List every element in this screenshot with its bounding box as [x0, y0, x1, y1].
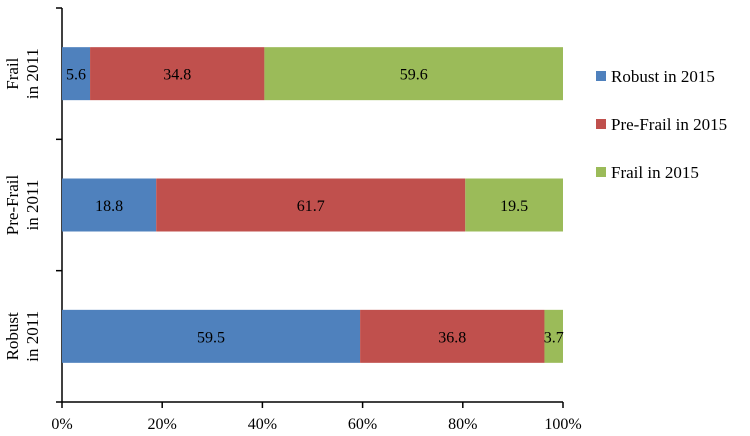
- category-label-line: Frail: [3, 57, 22, 89]
- data-label: 36.8: [438, 329, 466, 346]
- legend-swatch: [596, 167, 606, 177]
- data-label: 3.7: [544, 329, 564, 346]
- bar-segment: [90, 47, 265, 101]
- category-label-line: in 2011: [23, 311, 42, 362]
- bar-segment: [264, 47, 563, 101]
- legend-swatch: [596, 119, 606, 129]
- bar-segment: [360, 309, 545, 363]
- bar-segment: [62, 309, 361, 363]
- legend: Robust in 2015 Pre-Frail in 2015 Frail in …: [596, 67, 727, 182]
- category-label-line: in 2011: [23, 48, 42, 99]
- category-label: Pre-Frailin 2011: [3, 175, 42, 236]
- data-label: 59.5: [197, 329, 225, 346]
- x-tick-label: 0%: [51, 416, 72, 433]
- bar-segment: [156, 178, 466, 232]
- legend-label: Robust in 2015: [611, 67, 715, 86]
- data-label: 5.6: [66, 67, 86, 84]
- category-label-line: Pre-Frail: [3, 175, 22, 236]
- x-tick-label: 20%: [148, 416, 177, 433]
- x-tick-label: 40%: [248, 416, 277, 433]
- x-tick-label: 80%: [448, 416, 477, 433]
- data-label: 34.8: [163, 67, 191, 84]
- legend-swatch: [596, 71, 606, 81]
- category-label: Robustin 2011: [3, 311, 42, 362]
- bar-segment: [62, 47, 91, 101]
- data-label: 59.6: [400, 67, 428, 84]
- data-label: 61.7: [297, 198, 325, 215]
- data-label: 19.5: [500, 198, 528, 215]
- data-label: 18.8: [95, 198, 123, 215]
- bar-segment: [62, 178, 157, 232]
- category-label-line: in 2011: [23, 180, 42, 231]
- bar-segment: [465, 178, 563, 232]
- x-tick-label: 100%: [544, 416, 581, 433]
- legend-label: Frail in 2015: [611, 163, 699, 182]
- legend-label: Pre-Frail in 2015: [611, 115, 727, 134]
- category-label: Frailin 2011: [3, 48, 42, 99]
- bar-segment: [544, 309, 563, 363]
- category-label-line: Robust: [3, 312, 22, 360]
- x-tick-label: 60%: [348, 416, 377, 433]
